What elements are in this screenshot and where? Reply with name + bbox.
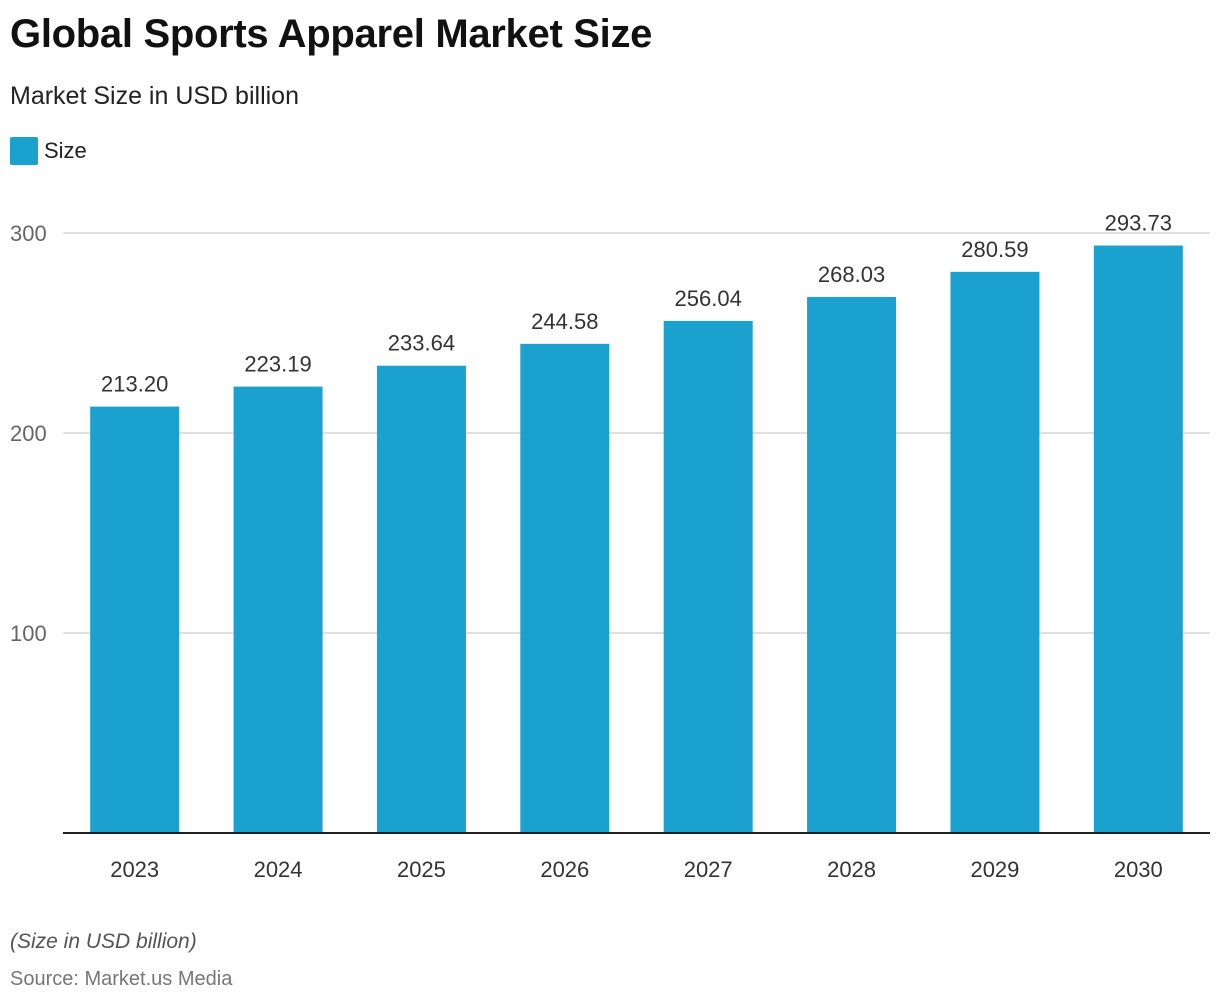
bar <box>233 386 323 833</box>
chart-title: Global Sports Apparel Market Size <box>10 12 653 56</box>
data-label: 223.19 <box>244 352 311 377</box>
legend-swatch-size <box>10 137 38 165</box>
bar <box>807 296 897 833</box>
x-tick-label: 2025 <box>397 857 446 882</box>
data-label: 213.20 <box>101 372 168 397</box>
chart-source: Source: Market.us Media <box>10 968 233 990</box>
chart-subtitle: Market Size in USD billion <box>10 82 299 110</box>
x-tick-label: 2030 <box>1114 857 1163 882</box>
data-label: 280.59 <box>961 237 1028 262</box>
data-label: 244.58 <box>531 309 598 334</box>
bar <box>1093 245 1183 834</box>
y-tick-label: 200 <box>10 421 47 446</box>
x-tick-label: 2023 <box>110 857 159 882</box>
bar <box>663 320 753 833</box>
x-tick-label: 2029 <box>970 857 1019 882</box>
x-tick-label: 2026 <box>540 857 589 882</box>
x-tick-label: 2024 <box>254 857 303 882</box>
bar <box>520 343 610 833</box>
chart-footnote: (Size in USD billion) <box>10 930 197 953</box>
x-tick-label: 2028 <box>827 857 876 882</box>
y-tick-label: 100 <box>10 621 47 646</box>
data-label: 293.73 <box>1105 211 1172 236</box>
data-label: 233.64 <box>388 331 455 356</box>
data-label: 256.04 <box>675 286 742 311</box>
bar <box>90 406 180 833</box>
legend-label-size: Size <box>44 138 87 163</box>
bar <box>376 365 466 833</box>
data-label: 268.03 <box>818 262 885 287</box>
bar <box>950 271 1040 833</box>
y-tick-label: 300 <box>10 221 47 246</box>
x-tick-label: 2027 <box>684 857 733 882</box>
legend: Size <box>10 137 87 165</box>
